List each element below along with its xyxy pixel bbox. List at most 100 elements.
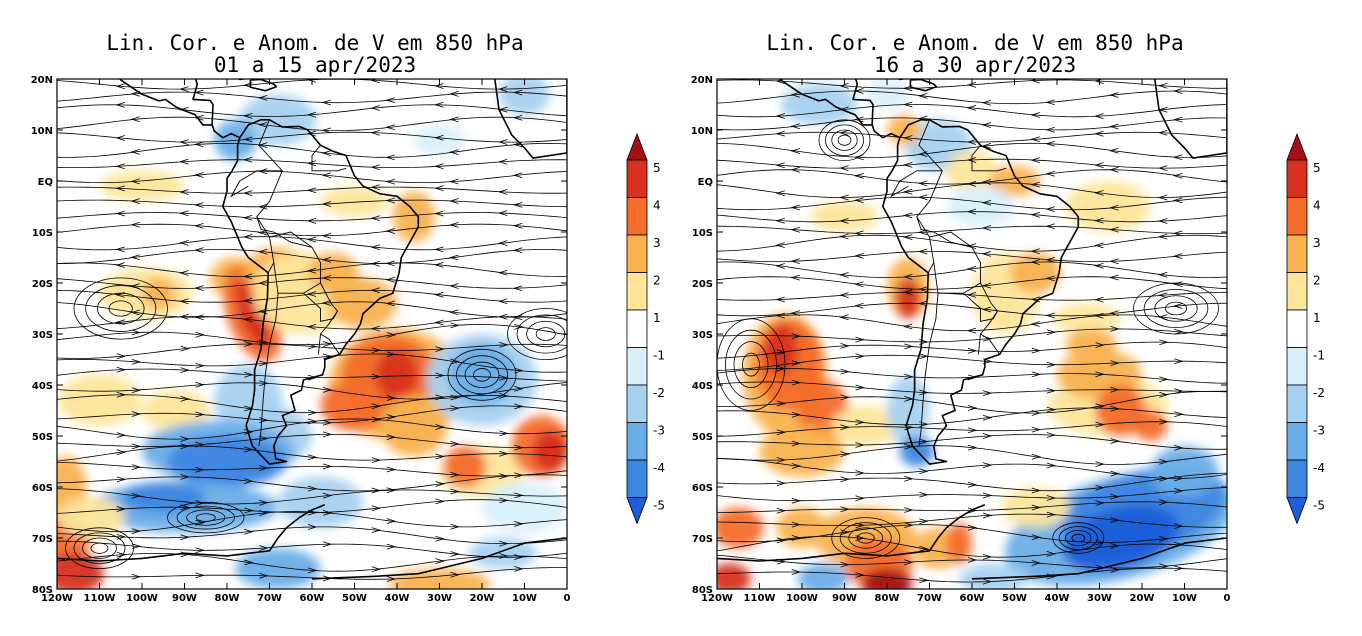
- circulation-loop: [837, 134, 852, 146]
- streamline-arrow: [855, 572, 865, 578]
- panel-1-colorbar: 5 4 3 2 1 -1 -2 -3 -4 -5: [626, 132, 665, 525]
- streamline-arrow: [791, 569, 802, 575]
- streamline-arrow: [1157, 233, 1168, 240]
- streamline-arrow: [1030, 157, 1040, 163]
- coastline: [192, 79, 214, 125]
- streamline-arrow: [449, 116, 459, 123]
- lat-tick-label: 10S: [32, 228, 53, 239]
- streamline-arrow: [370, 287, 380, 294]
- streamline-arrow: [514, 324, 524, 330]
- lat-tick-label: 80S: [32, 585, 53, 596]
- streamline-arrow: [450, 441, 460, 447]
- streamline-arrow: [855, 470, 865, 476]
- anomaly-patch: [887, 374, 930, 447]
- streamline-arrow: [1157, 218, 1168, 224]
- streamline-arrow: [839, 165, 849, 171]
- streamline-arrow: [244, 507, 254, 514]
- lon-tick-label: 90W: [832, 593, 857, 604]
- lon-tick-label: 0: [564, 593, 571, 604]
- lon-tick-label: 60W: [300, 593, 325, 604]
- streamline-arrow: [244, 559, 254, 566]
- panel-2-title: Lin. Cor. e Anom. de V em 850 hPa 16 a 3…: [720, 32, 1230, 76]
- streamline-arrow: [854, 230, 864, 237]
- streamline-arrow: [1046, 432, 1057, 438]
- streamline-arrow: [499, 393, 509, 399]
- streamline-arrow: [981, 282, 992, 289]
- streamline-arrow: [195, 547, 205, 554]
- streamline-arrow: [195, 411, 205, 418]
- streamline-arrow: [1031, 534, 1042, 541]
- streamline-arrow: [450, 471, 460, 478]
- country-border: [317, 310, 338, 355]
- streamline-arrow: [371, 403, 382, 410]
- lon-tick-label: 70W: [917, 593, 942, 604]
- streamline-arrow: [839, 218, 849, 224]
- coastline: [237, 79, 248, 81]
- streamline-arrow: [371, 457, 382, 463]
- lat-tick-label: EQ: [38, 177, 53, 188]
- streamline-arrow: [1174, 411, 1184, 418]
- streamline-arrow: [904, 507, 914, 513]
- streamline-arrow: [497, 240, 508, 246]
- streamline-arrow: [982, 462, 993, 468]
- streamline-arrow: [1159, 339, 1169, 346]
- streamline-arrow: [1159, 475, 1169, 482]
- streamline-arrow: [116, 551, 127, 558]
- streamline-arrow: [839, 272, 849, 278]
- streamline-arrow: [244, 528, 254, 535]
- streamline: [717, 407, 1227, 426]
- streamline-arrow: [195, 331, 205, 338]
- lat-tick-label: 20S: [692, 279, 713, 290]
- streamline-arrow: [370, 260, 380, 267]
- streamline: [717, 142, 1227, 158]
- streamline-arrow: [967, 481, 978, 488]
- streamline-arrow: [902, 188, 913, 195]
- streamline-arrow: [179, 298, 189, 305]
- streamline-arrow: [967, 374, 978, 381]
- streamline-arrow: [371, 416, 382, 423]
- streamline-arrow: [840, 343, 850, 349]
- streamline-arrow: [1159, 458, 1169, 465]
- streamline-arrow: [902, 101, 913, 108]
- streamline-arrow: [1094, 312, 1104, 319]
- streamline-arrow: [1159, 499, 1169, 506]
- streamline-arrow: [115, 185, 125, 192]
- streamline-arrow: [919, 518, 929, 525]
- streamline-arrow: [499, 342, 509, 348]
- streamline-arrow: [131, 493, 142, 499]
- lon-tick-label: 90W: [172, 593, 197, 604]
- anomaly-patch: [861, 568, 913, 589]
- streamline-arrow: [497, 139, 508, 145]
- streamline: [717, 261, 1227, 278]
- streamline-arrow: [514, 367, 524, 374]
- streamline-arrow: [1109, 123, 1119, 130]
- streamline-arrow: [1045, 223, 1055, 230]
- streamline-arrow: [115, 102, 125, 108]
- streamline: [57, 289, 567, 303]
- colorbar-label: 5: [653, 161, 661, 175]
- streamline-arrow: [917, 286, 928, 293]
- colorbar-label: -4: [1313, 461, 1325, 475]
- anomaly-patch: [320, 186, 389, 217]
- streamline-arrow: [917, 151, 928, 157]
- streamline: [717, 381, 1227, 394]
- streamline-arrow: [1174, 445, 1184, 451]
- streamline-arrow: [130, 149, 140, 155]
- streamline-arrow: [131, 387, 142, 394]
- streamline-arrow: [1030, 211, 1040, 218]
- circulation-loop: [176, 505, 235, 530]
- country-border: [267, 262, 275, 274]
- streamline-arrow: [855, 442, 865, 448]
- streamline-arrow: [257, 280, 268, 286]
- streamline: [57, 91, 567, 104]
- streamline-arrow: [386, 332, 397, 338]
- streamline-arrow: [385, 300, 395, 307]
- streamline: [57, 511, 567, 533]
- colorbar-label: 1: [1313, 311, 1321, 325]
- streamline-arrow: [1157, 194, 1168, 201]
- streamline-arrow: [1110, 567, 1120, 573]
- streamline-arrow: [131, 543, 142, 550]
- streamline: [717, 328, 1227, 343]
- lon-tick-label: 40W: [385, 593, 410, 604]
- lon-tick-label: 10W: [512, 593, 537, 604]
